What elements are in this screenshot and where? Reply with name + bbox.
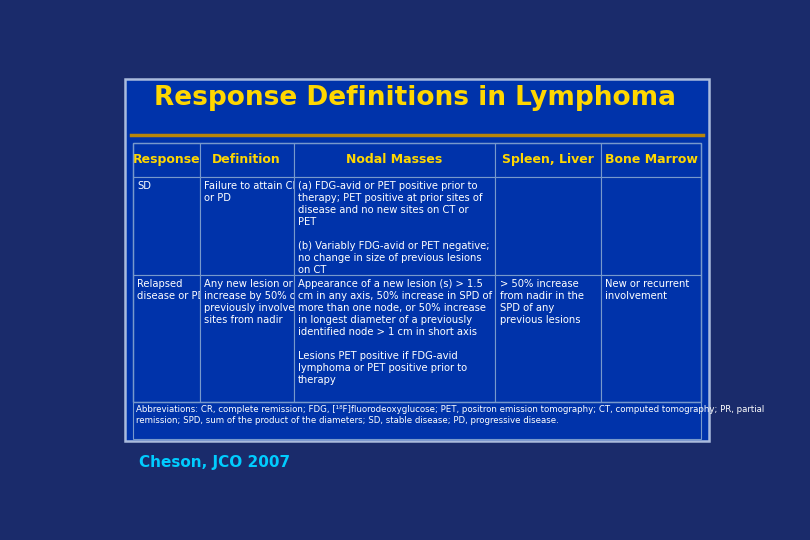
Text: Failure to attain CR/PR
or PD: Failure to attain CR/PR or PD (204, 181, 316, 202)
Bar (133, 143, 200, 177)
Bar (293, 177, 496, 275)
Text: Cheson, JCO 2007: Cheson, JCO 2007 (139, 455, 290, 470)
Bar (133, 275, 200, 402)
Bar (200, 275, 293, 402)
Text: > 50% increase
from nadir in the
SPD of any
previous lesions: > 50% increase from nadir in the SPD of … (500, 279, 584, 325)
Text: Any new lesion or
increase by 50% of
previously involved
sites from nadir: Any new lesion or increase by 50% of pre… (204, 279, 301, 325)
Text: Appearance of a new lesion (s) > 1.5
cm in any axis, 50% increase in SPD of
more: Appearance of a new lesion (s) > 1.5 cm … (298, 279, 492, 385)
Bar (125, 79, 709, 441)
Bar (496, 143, 601, 177)
Text: Nodal Masses: Nodal Masses (347, 153, 443, 166)
Text: SD: SD (137, 181, 151, 191)
Text: Bone Marrow: Bone Marrow (604, 153, 697, 166)
Bar (496, 177, 601, 275)
Text: Spleen, Liver: Spleen, Liver (502, 153, 594, 166)
Bar (601, 143, 701, 177)
Text: Response: Response (132, 153, 200, 166)
Text: Response Definitions in Lymphoma: Response Definitions in Lymphoma (154, 85, 676, 111)
Bar (133, 177, 200, 275)
Bar (200, 143, 293, 177)
Bar (293, 143, 496, 177)
Bar (601, 177, 701, 275)
Bar (496, 275, 601, 402)
Bar (293, 275, 496, 402)
Bar (601, 275, 701, 402)
Bar (200, 177, 293, 275)
Bar (133, 402, 701, 439)
Text: Abbreviations: CR, complete remission; FDG, [¹⁸F]fluorodeoxyglucose; PET, positr: Abbreviations: CR, complete remission; F… (136, 405, 765, 425)
Text: Definition: Definition (212, 153, 281, 166)
Text: Relapsed
disease or PD: Relapsed disease or PD (137, 279, 205, 301)
Text: New or recurrent
involvement: New or recurrent involvement (605, 279, 689, 301)
Bar (133, 143, 701, 402)
Text: (a) FDG-avid or PET positive prior to
therapy; PET positive at prior sites of
di: (a) FDG-avid or PET positive prior to th… (298, 181, 489, 275)
